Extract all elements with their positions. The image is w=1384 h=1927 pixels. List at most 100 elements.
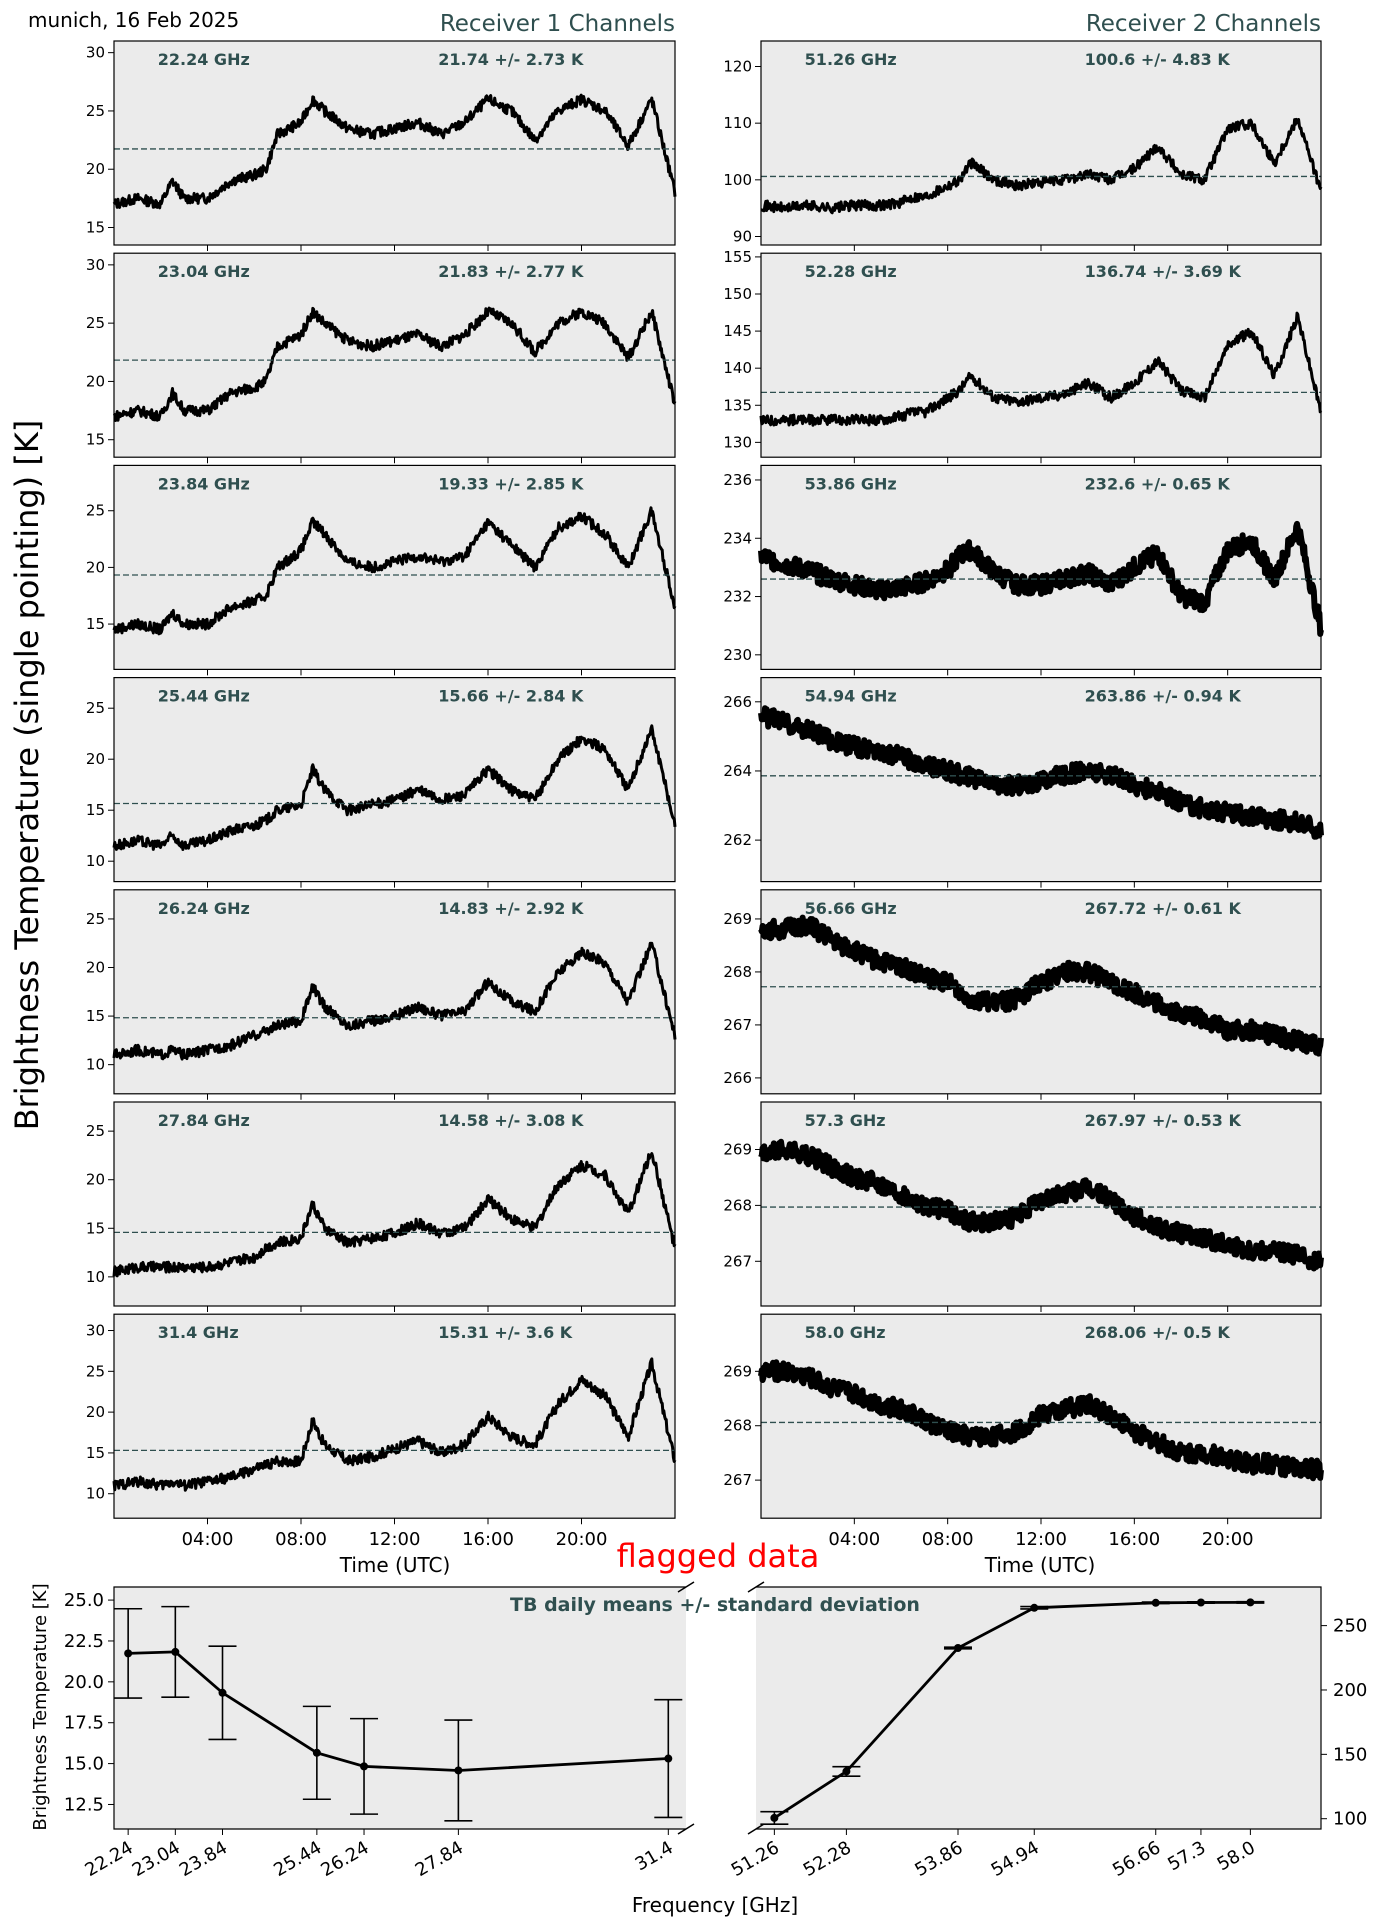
panel-r1-6: 10 15 20 25 30 04:00 08:00 12:00 16:00 20:00 31.4 … xyxy=(86,1313,677,1550)
y-tick-label: 266 xyxy=(723,693,752,711)
channel-frequency-label: 53.86 GHz xyxy=(805,474,897,493)
channel-stat-label: 21.83 +/- 2.77 K xyxy=(438,262,584,281)
summary-right-mean-point xyxy=(1196,1598,1205,1607)
y-tick-label: 100 xyxy=(723,171,752,189)
x-tick-label: 04:00 xyxy=(182,1529,234,1550)
y-tick-label: 10 xyxy=(86,1485,105,1503)
panel-background xyxy=(114,465,675,670)
summary-right-y-tick-label: 200 xyxy=(1333,1680,1367,1701)
summary-right-x-tick-label: 53.86 xyxy=(911,1837,966,1881)
summary-right-frame xyxy=(756,1586,1322,1830)
panel-r1-4: 10 15 20 25 26.24 GHz 14.83 +/- 2.92 K xyxy=(86,889,677,1100)
panel-r2-5: 267 268 269 57.3 GHz 267.97 +/- 0.53 K xyxy=(723,1101,1324,1312)
channel-stat-label: 136.74 +/- 3.69 K xyxy=(1085,262,1242,281)
y-tick-label: 262 xyxy=(723,831,752,849)
panel-frame xyxy=(760,889,1322,1095)
y-tick-label: 15 xyxy=(86,801,105,819)
y-tick-label: 267 xyxy=(723,1016,752,1034)
summary-left-x-tick-label: 31.4 xyxy=(632,1837,677,1875)
summary-left-x-tick-label: 23.04 xyxy=(129,1837,184,1881)
x-tick-label: 16:00 xyxy=(462,1529,514,1550)
series-line xyxy=(758,914,1324,1057)
summary-ylabel: Brightness Temperature [K] xyxy=(30,1583,51,1830)
y-tick-label: 267 xyxy=(723,1471,752,1489)
y-tick-label: 268 xyxy=(723,1417,752,1435)
summary-right-x-tick-label: 52.28 xyxy=(800,1837,855,1881)
y-tick-label: 25 xyxy=(86,910,105,928)
series-line xyxy=(758,1138,1324,1272)
y-tick-label: 25 xyxy=(86,502,105,520)
series-line xyxy=(758,1359,1324,1482)
series-line xyxy=(760,117,1323,215)
panel-frame xyxy=(760,676,1322,883)
y-tick-label: 120 xyxy=(723,58,752,76)
y-tick-label: 25 xyxy=(86,1362,105,1380)
summary-left-mean-point xyxy=(218,1688,227,1697)
summary-right-mean-point xyxy=(1246,1598,1255,1607)
y-tick-label: 269 xyxy=(723,910,752,928)
x-tick-label: 04:00 xyxy=(828,1529,880,1550)
channel-stat-label: 19.33 +/- 2.85 K xyxy=(438,474,584,493)
y-tick-label: 234 xyxy=(723,529,752,547)
panel-r2-3: 262 264 266 54.94 GHz 263.86 +/- 0.94 K xyxy=(723,676,1324,888)
x-tick-label: 12:00 xyxy=(1015,1529,1067,1550)
panel-background xyxy=(114,1102,675,1306)
panel-background xyxy=(114,677,675,882)
y-tick-label: 20 xyxy=(86,959,105,977)
channel-frequency-label: 56.66 GHz xyxy=(805,899,897,918)
y-tick-label: 269 xyxy=(723,1141,752,1159)
panel-r1-1: 15 20 25 30 23.04 GHz 21.83 +/- 2.77 K xyxy=(86,252,677,464)
panel-r2-0: 90 100 110 120 51.26 GHz 100.6 +/- 4.83 K xyxy=(723,40,1323,251)
channel-stat-label: 263.86 +/- 0.94 K xyxy=(1085,687,1242,706)
y-tick-label: 20 xyxy=(86,160,105,178)
panel-background xyxy=(114,41,675,245)
series-line xyxy=(112,1152,677,1278)
summary-left-y-tick-label: 15.0 xyxy=(64,1754,104,1775)
panel-background xyxy=(761,465,1321,670)
y-tick-label: 15 xyxy=(86,1007,105,1025)
x-tick-label: 16:00 xyxy=(1108,1529,1160,1550)
summary-right-y-tick-label: 150 xyxy=(1333,1744,1367,1765)
y-tick-label: 20 xyxy=(86,372,105,390)
channel-frequency-label: 54.94 GHz xyxy=(805,687,897,706)
y-tick-label: 230 xyxy=(723,646,752,664)
channel-frequency-label: 23.04 GHz xyxy=(158,262,250,281)
panel-r1-5: 10 15 20 25 27.84 GHz 14.58 +/- 3.08 K xyxy=(86,1101,677,1312)
y-tick-label: 30 xyxy=(86,256,105,274)
panel-frame xyxy=(760,40,1322,246)
y-tick-label: 20 xyxy=(86,558,105,576)
summary-right-mean-point xyxy=(953,1644,962,1653)
y-tick-label: 15 xyxy=(86,615,105,633)
summary-right-mean-point xyxy=(770,1813,779,1822)
y-tick-label: 10 xyxy=(86,1056,105,1074)
y-tick-label: 10 xyxy=(86,1268,105,1286)
y-tick-label: 130 xyxy=(723,433,752,451)
y-tick-label: 232 xyxy=(723,588,752,606)
y-tick-label: 20 xyxy=(86,1171,105,1189)
panel-frame xyxy=(113,889,676,1095)
summary-right-y-tick-label: 100 xyxy=(1333,1809,1367,1830)
y-tick-label: 145 xyxy=(723,322,752,340)
receiver1-title: Receiver 1 Channels xyxy=(440,11,675,37)
y-tick-label: 135 xyxy=(723,396,752,414)
summary-left-y-tick-label: 12.5 xyxy=(64,1794,104,1815)
panel-frame xyxy=(113,1101,676,1307)
y-tick-label: 30 xyxy=(86,1322,105,1340)
series-line xyxy=(112,1357,677,1492)
series-line xyxy=(112,724,677,851)
y-tick-label: 110 xyxy=(723,114,752,132)
summary-left-y-tick-label: 20.0 xyxy=(64,1672,104,1693)
y-tick-label: 10 xyxy=(86,852,105,870)
x-tick-label: 12:00 xyxy=(369,1529,421,1550)
panel-frame xyxy=(760,1313,1322,1519)
summary-right-x-tick-label: 58.0 xyxy=(1214,1837,1259,1875)
y-tick-label: 25 xyxy=(86,102,105,120)
y-tick-label: 25 xyxy=(86,699,105,717)
panel-background xyxy=(761,41,1321,245)
y-tick-label: 15 xyxy=(86,1444,105,1462)
summary-right-mean-point xyxy=(1030,1603,1039,1612)
channel-stat-label: 21.74 +/- 2.73 K xyxy=(438,50,584,69)
panel-frame xyxy=(113,1313,676,1519)
